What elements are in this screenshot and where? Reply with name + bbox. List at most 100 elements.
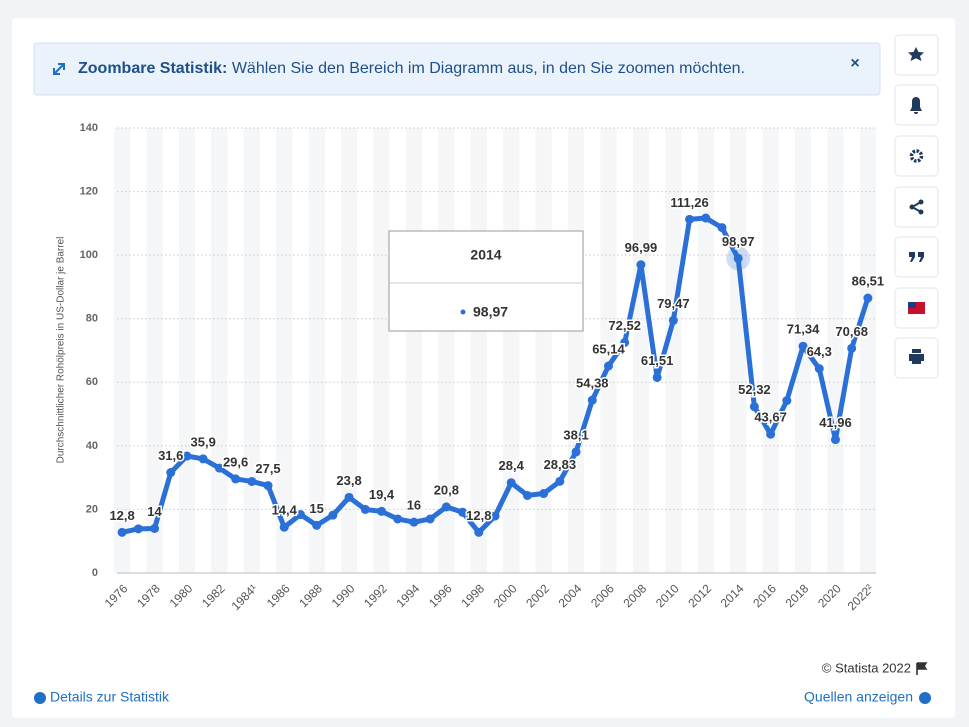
point — [214, 463, 224, 473]
tooltip-box — [388, 230, 584, 332]
share-button[interactable] — [894, 186, 939, 228]
data-label: 15 — [309, 501, 323, 516]
column-band — [243, 128, 260, 573]
y-tick-label: 100 — [80, 249, 98, 261]
data-label: 43,67 — [754, 410, 787, 425]
column-band — [730, 128, 747, 573]
data-label: 12,8 — [109, 508, 134, 523]
bell-icon — [910, 97, 922, 114]
column-band — [178, 128, 196, 573]
column-band — [503, 128, 520, 573]
point — [295, 510, 305, 520]
settings-button[interactable] — [894, 135, 939, 177]
point — [522, 490, 532, 500]
data-label: 52,32 — [738, 382, 771, 397]
share-dot — [918, 199, 924, 205]
point — [263, 481, 273, 491]
point — [620, 337, 630, 347]
data-label: 70,68 — [835, 324, 868, 339]
data-label: 98,97 — [722, 234, 755, 249]
data-label: 64,3 — [807, 344, 832, 359]
data-label: 61,51 — [641, 353, 674, 368]
column-band — [535, 128, 552, 573]
info-icon — [34, 692, 46, 704]
column-band — [567, 128, 585, 573]
point — [133, 524, 143, 534]
sources-link[interactable]: Quellen anzeigen — [804, 689, 913, 705]
point — [409, 517, 419, 527]
data-label: 31,6 — [158, 448, 183, 463]
share-dot — [918, 209, 924, 215]
point — [766, 429, 776, 439]
data-label: 72,52 — [608, 318, 641, 333]
data-label: 14,4 — [272, 503, 298, 518]
info-icon — [919, 692, 931, 704]
quote-icon — [909, 252, 924, 262]
tooltip-dot — [460, 309, 466, 315]
details-link[interactable]: Details zur Statistik — [50, 689, 170, 705]
y-tick-label: 20 — [86, 503, 98, 515]
point — [474, 527, 484, 537]
zoom-banner — [33, 42, 881, 96]
point — [830, 435, 840, 445]
data-label: 28,83 — [544, 457, 577, 472]
cite-button[interactable] — [894, 236, 939, 278]
data-label: 71,34 — [787, 322, 820, 337]
y-tick-label: 60 — [86, 376, 98, 388]
gear-icon — [909, 149, 924, 163]
y-tick-label: 40 — [86, 440, 98, 452]
column-band — [665, 128, 682, 573]
point — [441, 502, 451, 512]
data-label: 96,99 — [625, 240, 658, 255]
y-tick-label: 120 — [80, 185, 98, 197]
point — [587, 395, 597, 405]
point — [490, 511, 500, 521]
point — [636, 260, 646, 270]
point — [555, 476, 565, 486]
point — [150, 524, 160, 533]
data-label: 65,14 — [592, 341, 625, 356]
point — [458, 507, 468, 517]
column-band — [859, 128, 876, 573]
column-band — [146, 128, 163, 573]
close-button[interactable]: × — [850, 55, 859, 72]
point — [393, 514, 403, 524]
data-label: 14 — [147, 504, 162, 519]
data-label: 27,5 — [255, 461, 280, 476]
point — [668, 315, 678, 325]
point — [798, 341, 808, 351]
data-label: 38,1 — [563, 427, 588, 442]
copyright: © Statista 2022 — [822, 660, 911, 675]
column-band — [114, 128, 131, 573]
data-label: 28,4 — [499, 458, 525, 473]
data-label: 41,96 — [819, 415, 852, 430]
point — [539, 489, 549, 499]
point — [847, 343, 857, 353]
column-band — [340, 128, 358, 573]
point — [231, 474, 241, 484]
data-label: 20,8 — [434, 482, 459, 497]
data-label: 86,51 — [852, 273, 885, 288]
point — [506, 478, 516, 488]
flag-canton — [908, 302, 916, 308]
tooltip: 2014 98,97 — [388, 230, 584, 332]
banner-message: Wählen Sie den Bereich im Diagramm aus, … — [232, 60, 745, 77]
point — [312, 520, 322, 530]
tooltip-value: 98,97 — [473, 304, 508, 320]
point — [377, 506, 387, 516]
zoom-icon — [53, 63, 65, 75]
column-band — [632, 128, 650, 573]
point — [182, 451, 192, 461]
column-band — [276, 128, 293, 573]
data-label: 16 — [407, 498, 421, 513]
data-label: 54,38 — [576, 376, 609, 391]
point — [652, 372, 662, 382]
column-band — [827, 128, 844, 573]
y-tick-label: 80 — [86, 313, 98, 325]
share-dot — [909, 204, 915, 210]
point — [425, 514, 435, 524]
point — [863, 293, 873, 303]
point — [247, 476, 257, 486]
point — [166, 468, 176, 478]
